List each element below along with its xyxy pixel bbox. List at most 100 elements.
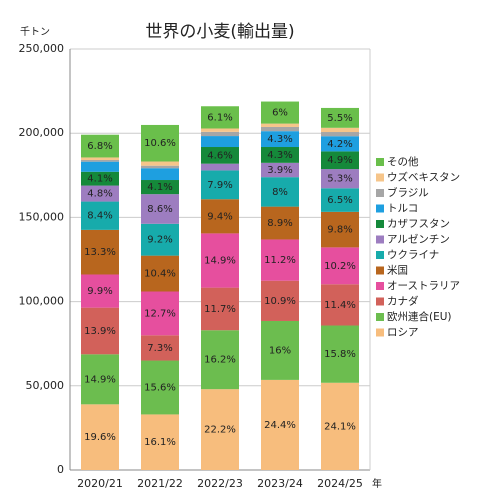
bar-segment — [141, 194, 179, 224]
data-label: 11.2% — [264, 255, 296, 266]
data-label: 19.6% — [84, 432, 116, 443]
bar-segment — [261, 379, 299, 470]
data-label: 10.9% — [264, 296, 296, 307]
bar-segment — [81, 134, 119, 158]
bar-segment — [261, 320, 299, 380]
bar-segment — [201, 287, 239, 331]
bar-segment — [201, 389, 239, 470]
x-tick-label: 2024/25 — [317, 477, 363, 490]
data-label: 11.4% — [324, 300, 356, 311]
data-label: 4.6% — [207, 150, 232, 161]
data-label: 24.4% — [264, 420, 296, 431]
legend-swatch — [376, 220, 384, 228]
legend-swatch — [376, 313, 384, 321]
bar-segment — [141, 255, 179, 292]
legend-swatch — [376, 158, 384, 166]
data-label: 8% — [272, 187, 288, 198]
data-label: 10.4% — [144, 269, 176, 280]
bar-segment — [81, 185, 119, 202]
legend-label: その他 — [387, 155, 419, 168]
bar-segment — [81, 307, 119, 355]
data-label: 9.2% — [147, 235, 172, 246]
legend-label: アルゼンチン — [387, 234, 450, 246]
bar-segment — [321, 151, 359, 170]
bar-segment — [141, 360, 179, 415]
bar-segment — [141, 161, 179, 166]
bar-segment — [141, 165, 179, 169]
legend-swatch — [376, 204, 384, 213]
bar-segment — [321, 382, 359, 470]
bar-segment — [321, 188, 359, 212]
bar-segment — [201, 233, 239, 288]
bar-segment — [81, 274, 119, 308]
data-label: 13.9% — [84, 326, 116, 337]
bar-segment — [141, 291, 179, 336]
data-label: 7.3% — [147, 343, 172, 354]
x-tick-label: 2020/21 — [77, 477, 123, 490]
data-label: 24.1% — [324, 421, 356, 432]
bar-segment — [81, 229, 119, 275]
x-tick-label: 2022/23 — [197, 477, 243, 490]
data-label: 10.6% — [144, 138, 176, 149]
bar-segment — [261, 147, 299, 163]
data-label: 8.6% — [147, 204, 172, 215]
legend-label: カナダ — [387, 295, 419, 308]
y-tick-label: 100,000 — [19, 295, 65, 308]
data-label: 5.5% — [327, 113, 352, 124]
legend-swatch — [376, 297, 384, 306]
bar-segment — [261, 177, 299, 207]
bar-segment — [141, 335, 179, 361]
legend-swatch — [376, 189, 384, 197]
bar-segment — [261, 206, 299, 240]
data-label: 9.4% — [207, 211, 232, 222]
data-label: 4.9% — [327, 155, 352, 166]
data-label: 16.2% — [204, 355, 236, 366]
legend-swatch — [376, 173, 384, 182]
bar-segment — [81, 354, 119, 405]
data-label: 16.1% — [144, 437, 176, 448]
bar-segment — [201, 330, 239, 390]
bar-segment — [201, 106, 239, 129]
bar-segment — [321, 284, 359, 326]
data-label: 9.8% — [327, 225, 352, 236]
data-label: 4.1% — [87, 174, 112, 185]
bar-segment — [201, 199, 239, 234]
data-label: 8.9% — [267, 218, 292, 229]
legend-label: カザフスタン — [387, 218, 450, 230]
data-label: 13.3% — [84, 247, 116, 258]
data-label: 4.2% — [327, 139, 352, 150]
legend-label: ウクライナ — [387, 249, 439, 261]
bar-segment — [141, 124, 179, 162]
bar-segment — [81, 159, 119, 162]
legend-swatch — [376, 235, 384, 244]
data-label: 6.5% — [327, 195, 352, 206]
legend-label: オーストラリア — [387, 280, 460, 292]
bar-segment — [81, 157, 119, 160]
legend-swatch — [376, 251, 384, 259]
bar-segment — [201, 128, 239, 132]
y-tick-label: 250,000 — [19, 42, 65, 55]
x-tick-label: 2021/22 — [137, 477, 183, 490]
bar-segment — [201, 163, 239, 171]
data-label: 9.9% — [87, 286, 112, 297]
bar-segment — [261, 162, 299, 178]
bar-segment — [261, 126, 299, 132]
data-label: 6.8% — [87, 141, 112, 152]
bar-segment — [201, 131, 239, 137]
bar-segment — [321, 132, 359, 137]
data-label: 15.8% — [324, 349, 356, 360]
bar-segment — [201, 170, 239, 200]
legend-label: ブラジル — [387, 186, 429, 199]
y-tick-label: 0 — [57, 463, 64, 476]
legend-label: ロシア — [387, 327, 419, 339]
y-tick-label: 150,000 — [19, 210, 65, 223]
bar-segment — [321, 127, 359, 133]
bar-segment — [81, 201, 119, 230]
legend-swatch — [376, 282, 384, 290]
bar-segment — [261, 239, 299, 281]
y-unit: 千トン — [20, 26, 50, 38]
bar-segment — [321, 325, 359, 383]
data-label: 11.7% — [204, 304, 236, 315]
data-label: 5.3% — [327, 174, 352, 185]
bar-segment — [81, 171, 119, 186]
